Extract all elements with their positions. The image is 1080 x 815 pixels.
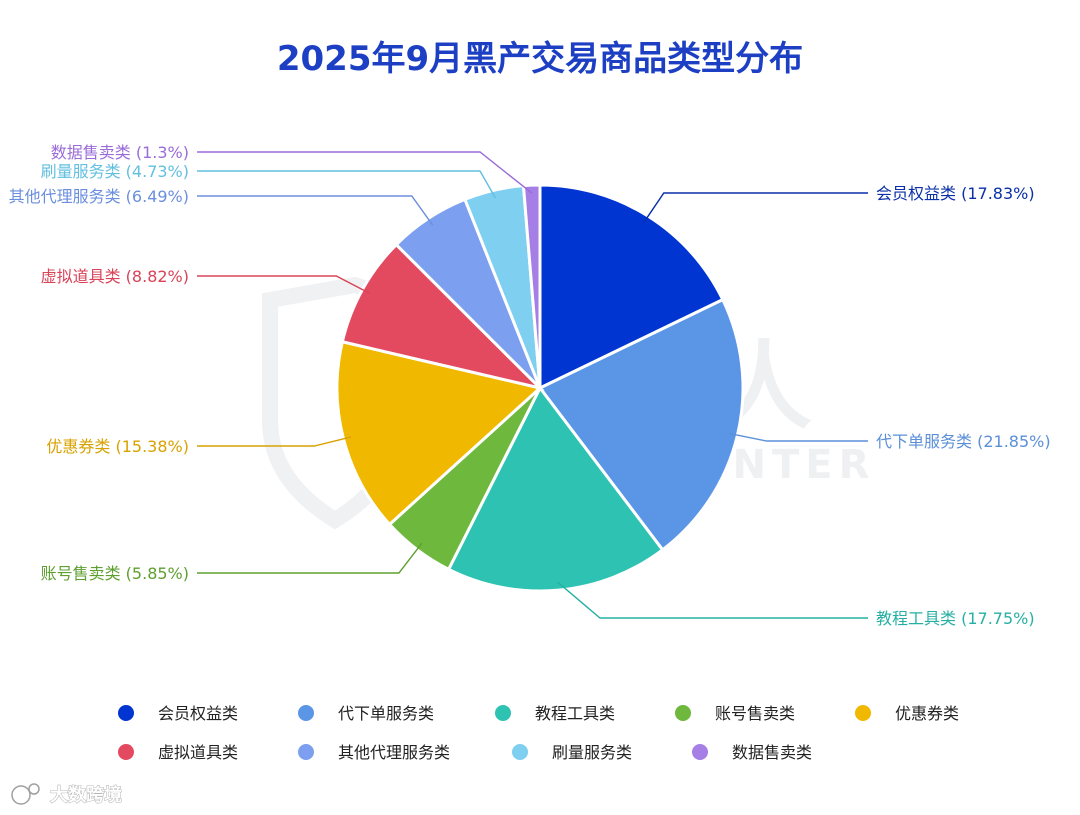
legend-item-label: 会员权益类 (158, 704, 238, 723)
legend-marker (512, 744, 528, 760)
legend-item-label: 代下单服务类 (338, 704, 434, 723)
legend-marker (118, 705, 134, 721)
legend-item-label: 虚拟道具类 (158, 743, 238, 762)
data-label: 会员权益类 (17.83%) (876, 184, 1035, 203)
callout-line (557, 581, 868, 619)
legend-item-label: 刷量服务类 (552, 743, 632, 762)
legend-item-label: 账号售卖类 (715, 704, 795, 723)
data-label: 账号售卖类 (5.85%) (41, 564, 189, 583)
source-text: 大数跨境 (50, 784, 122, 806)
callout-line (197, 436, 352, 447)
data-label: 刷量服务类 (4.73%) (41, 162, 189, 181)
legend-marker (855, 705, 871, 721)
legend-item-label: 优惠券类 (895, 704, 959, 723)
callout-line (197, 170, 497, 199)
legend-marker (675, 705, 691, 721)
source-logo-icon (11, 783, 40, 805)
callout-line (729, 432, 868, 442)
data-label: 虚拟道具类 (8.82%) (41, 267, 189, 286)
callout-line (643, 192, 868, 224)
chart-title: 2025年9月黑产交易商品类型分布 (277, 39, 803, 79)
legend-marker (298, 744, 314, 760)
pie-callouts: 会员权益类 (17.83%) 代下单服务类 (21.85%) 教程工具类 (17.7… (9, 143, 1051, 628)
legend-item-label: 其他代理服务类 (338, 743, 450, 762)
callout-line (197, 275, 370, 294)
callout-line (197, 542, 423, 574)
callout-line (197, 151, 533, 194)
pie-slices (335, 183, 745, 593)
data-label: 教程工具类 (17.75%) (876, 609, 1035, 628)
legend-marker (692, 744, 708, 760)
legend-marker (495, 705, 511, 721)
legend-marker (118, 744, 134, 760)
data-label: 其他代理服务类 (6.49%) (9, 187, 189, 206)
data-label: 代下单服务类 (21.85%) (876, 432, 1051, 451)
legend-item-label: 教程工具类 (535, 704, 615, 723)
pie-slice (446, 385, 665, 593)
data-label: 数据售卖类 (1.3%) (51, 143, 189, 162)
callout-line (197, 195, 434, 226)
legend-marker (298, 705, 314, 721)
data-label: 优惠券类 (15.38%) (46, 437, 189, 456)
legend-item-label: 数据售卖类 (732, 743, 812, 762)
source-mark: 大数跨境 (11, 783, 122, 806)
